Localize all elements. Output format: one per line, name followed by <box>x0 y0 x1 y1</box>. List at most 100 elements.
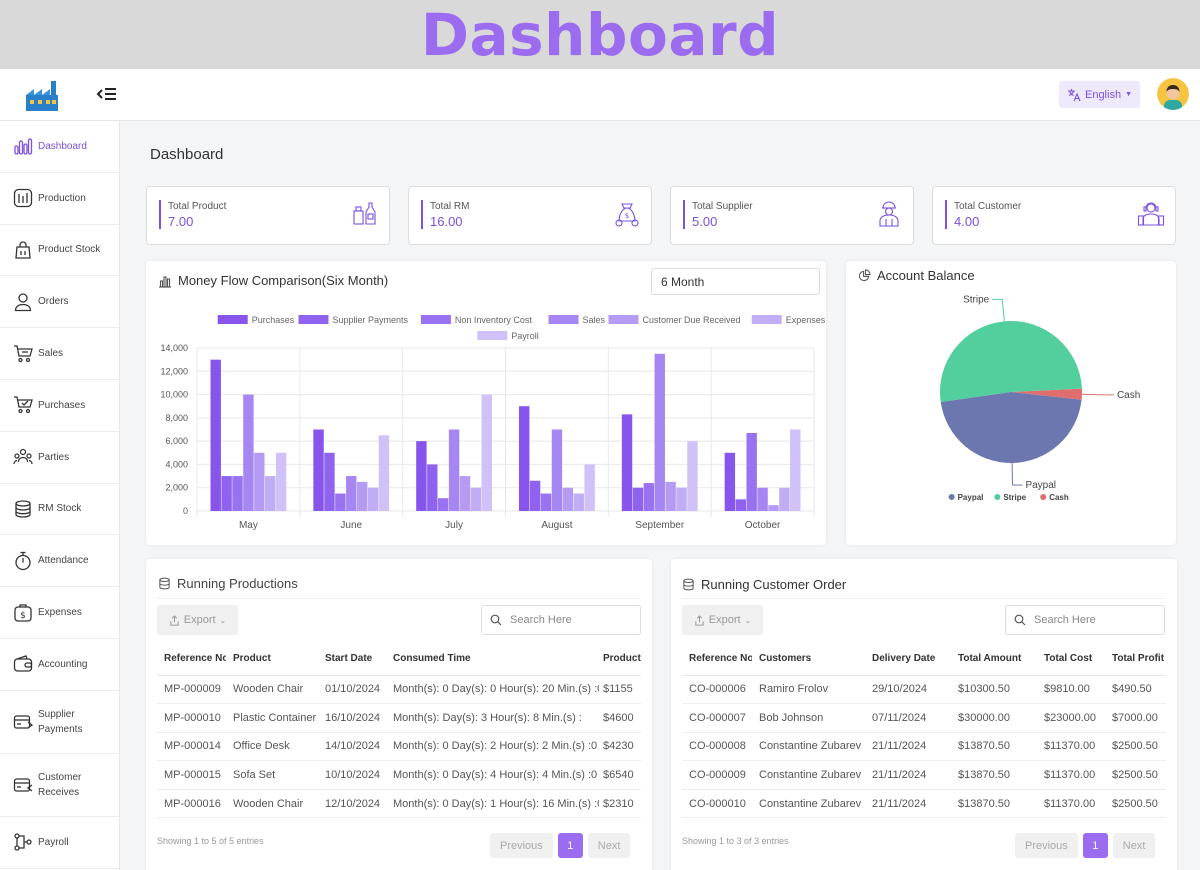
bar <box>448 429 460 511</box>
sidebar-item-purchases[interactable]: Purchases <box>0 380 119 432</box>
table-cell: $490.50 <box>1105 675 1166 705</box>
column-header[interactable]: Total Amount <box>951 642 1037 676</box>
column-header[interactable]: Start Date <box>318 642 386 676</box>
orders-search[interactable] <box>1005 605 1165 635</box>
stat-value: 4.00 <box>954 214 980 229</box>
table-row: MP-000009 Wooden Chair 01/10/2024 Month(… <box>157 675 641 705</box>
table-row: CO-000007 Bob Johnson 07/11/2024 $30000.… <box>682 703 1166 733</box>
language-dropdown[interactable]: English ▼ <box>1059 81 1140 108</box>
table-cell: $2500.50 <box>1105 760 1166 790</box>
page-button-1[interactable]: 1 <box>1082 833 1108 858</box>
table-cell: Month(s): 0 Day(s): 1 Hour(s): 16 Min.(s… <box>386 789 599 819</box>
column-header[interactable]: Total Cost <box>1037 642 1105 676</box>
sidebar-item-production[interactable]: Production <box>0 173 119 225</box>
bar <box>210 359 221 511</box>
pie-slice <box>940 392 1082 463</box>
sidebar-item-product-stock[interactable]: Product Stock <box>0 225 119 277</box>
user-avatar[interactable] <box>1157 78 1189 110</box>
orders-entries-info: Showing 1 to 3 of 3 entries <box>682 836 789 846</box>
sidebar-item-sales[interactable]: Sales <box>0 328 119 380</box>
sidebar-item-customer-receives[interactable]: Customer Receives <box>0 754 119 817</box>
table-cell: $9810.00 <box>1037 675 1105 705</box>
productions-pagination: Previous 1 Next <box>490 833 631 858</box>
stat-card-total-rm: Total RM 16.00 $ <box>408 186 652 245</box>
next-page-button[interactable]: Next <box>587 833 631 858</box>
sidebar-item-parties[interactable]: Parties <box>0 432 119 484</box>
cart-icon <box>14 344 33 362</box>
column-header[interactable]: Consumed Time <box>386 642 599 676</box>
leader-line <box>1081 393 1114 396</box>
account-balance-pie-chart: Paypal Cash Stripe Paypal Stripe Cash <box>940 294 1140 502</box>
table-cell: MP-000014 <box>157 732 226 762</box>
table-cell: $2500.50 <box>1105 789 1166 819</box>
sidebar-item-accounting[interactable]: Accounting <box>0 639 119 691</box>
header-bar: English ▼ <box>0 69 1200 121</box>
chevron-down-icon: ⌄ <box>744 615 752 625</box>
column-header[interactable]: Delivery Date <box>865 642 951 676</box>
sidebar-item-label: Expenses <box>38 607 82 619</box>
stat-card-total-supplier: Total Supplier 5.00 <box>670 186 914 245</box>
column-header[interactable]: Product <box>599 642 641 676</box>
productions-search[interactable] <box>481 605 641 635</box>
orders-search-input[interactable] <box>1034 614 1154 626</box>
product-stock-icon <box>15 241 31 259</box>
sidebar-item-dashboard[interactable]: Dashboard <box>0 121 119 173</box>
money-flow-title: Money Flow Comparison(Six Month) <box>158 273 388 288</box>
sidebar-item-payroll[interactable]: Payroll <box>0 817 119 869</box>
table-cell: Ramiro Frolov <box>752 675 865 705</box>
stat-card-total-product: Total Product 7.00 <box>146 186 390 245</box>
column-header[interactable]: Product <box>226 642 318 676</box>
sidebar-item-attendance[interactable]: Attendance <box>0 535 119 588</box>
column-header[interactable]: Reference No <box>157 642 226 676</box>
language-label: English <box>1084 88 1122 101</box>
bar <box>746 432 757 511</box>
factory-logo-icon[interactable] <box>22 75 62 115</box>
table-cell: CO-000006 <box>682 675 752 705</box>
productions-export-button[interactable]: Export ⌄ <box>157 605 238 635</box>
share-icon <box>695 614 704 626</box>
accent-bar <box>421 200 423 229</box>
legend-swatch <box>217 315 248 324</box>
table-row: MP-000014 Office Desk 14/10/2024 Month(s… <box>157 732 641 762</box>
menu-collapse-icon[interactable] <box>96 85 118 105</box>
translate-icon <box>1067 88 1081 101</box>
sidebar-item-expenses[interactable]: $ Expenses <box>0 587 119 639</box>
database-icon <box>15 500 31 518</box>
bar <box>768 505 779 511</box>
column-header[interactable]: Customers <box>752 642 865 676</box>
table-cell: $11370.00 <box>1037 732 1105 762</box>
x-tick-label: May <box>239 520 258 531</box>
sidebar-item-label: Product Stock <box>38 244 101 256</box>
bar <box>584 464 595 511</box>
next-page-button[interactable]: Next <box>1112 833 1156 858</box>
column-header[interactable]: Total Profit <box>1105 642 1166 676</box>
bar <box>232 476 243 511</box>
bar <box>687 441 698 511</box>
legend-swatch <box>298 315 329 324</box>
stat-card-total-customer: Total Customer 4.00 <box>932 186 1176 245</box>
previous-page-button[interactable]: Previous <box>490 833 553 858</box>
export-label: Export <box>183 614 216 626</box>
orders-export-button[interactable]: Export ⌄ <box>682 605 763 635</box>
bar <box>621 414 633 511</box>
table-cell: Constantine Zubarev <box>752 760 865 790</box>
y-tick-label: 14,000 <box>160 343 188 353</box>
sidebar-item-orders[interactable]: Orders <box>0 276 119 329</box>
table-cell: MP-000015 <box>157 760 226 790</box>
svg-text:$: $ <box>20 611 26 621</box>
table-row: CO-000010 Constantine Zubarev 21/11/2024… <box>682 789 1166 819</box>
people-icon <box>13 449 33 465</box>
column-header[interactable]: Reference No <box>682 642 752 676</box>
table-cell: Month(s): 0 Day(s): 0 Hour(s): 20 Min.(s… <box>386 675 599 705</box>
sidebar-item-label: Supplier Payments <box>38 708 83 735</box>
page-button-1[interactable]: 1 <box>557 833 583 858</box>
sidebar-item-rm-stock[interactable]: RM Stock <box>0 484 119 536</box>
accent-bar <box>945 200 947 229</box>
pie-slice <box>1011 388 1082 400</box>
y-tick-label: 10,000 <box>160 390 188 400</box>
previous-page-button[interactable]: Previous <box>1015 833 1078 858</box>
sidebar-item-supplier-payments[interactable]: Supplier Payments <box>0 691 119 754</box>
period-select[interactable]: 6 Month <box>651 268 820 295</box>
top-banner: Dashboard <box>0 0 1200 69</box>
productions-search-input[interactable] <box>510 614 630 626</box>
